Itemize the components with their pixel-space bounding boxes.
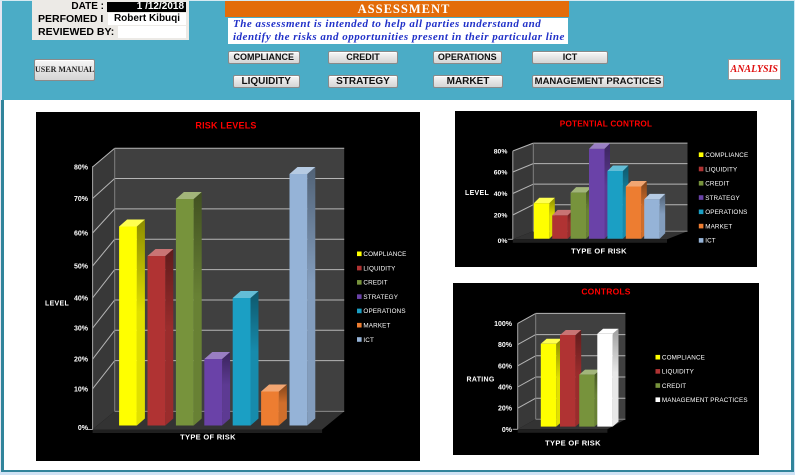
svg-text:0%: 0%: [498, 238, 508, 245]
svg-text:MANAGEMENT PRACTICES: MANAGEMENT PRACTICES: [662, 397, 748, 404]
svg-text:CREDIT: CREDIT: [662, 383, 686, 390]
svg-text:CONTROLS: CONTROLS: [581, 287, 630, 297]
svg-text:60%: 60%: [494, 170, 508, 177]
svg-text:COMPLIANCE: COMPLIANCE: [705, 152, 748, 159]
svg-text:20%: 20%: [498, 406, 513, 413]
svg-text:COMPLIANCE: COMPLIANCE: [363, 251, 406, 258]
svg-text:LEVEL: LEVEL: [465, 190, 489, 197]
svg-text:POTENTIAL CONTROL: POTENTIAL CONTROL: [560, 120, 652, 129]
svg-text:CREDIT: CREDIT: [363, 280, 387, 287]
svg-text:40%: 40%: [74, 295, 89, 302]
svg-text:CREDIT: CREDIT: [705, 181, 729, 188]
svg-text:40%: 40%: [498, 385, 513, 392]
svg-text:STRATEGY: STRATEGY: [705, 195, 740, 202]
svg-text:OPERATIONS: OPERATIONS: [705, 209, 747, 216]
svg-text:TYPE OF RISK: TYPE OF RISK: [545, 439, 601, 448]
svg-text:50%: 50%: [74, 264, 89, 271]
svg-text:80%: 80%: [74, 165, 89, 172]
svg-text:LIQUIDITY: LIQUIDITY: [705, 166, 738, 173]
svg-text:COMPLIANCE: COMPLIANCE: [662, 355, 705, 362]
svg-text:MARKET: MARKET: [705, 223, 732, 230]
svg-text:RISK LEVELS: RISK LEVELS: [195, 121, 256, 131]
svg-text:60%: 60%: [498, 363, 513, 370]
svg-text:30%: 30%: [74, 326, 89, 333]
svg-text:40%: 40%: [494, 191, 508, 198]
svg-text:LIQUIDITY: LIQUIDITY: [363, 265, 396, 272]
svg-text:TYPE OF RISK: TYPE OF RISK: [571, 247, 627, 256]
svg-text:ICT: ICT: [363, 337, 374, 344]
svg-text:20%: 20%: [494, 213, 508, 220]
svg-text:LIQUIDITY: LIQUIDITY: [662, 369, 695, 376]
svg-text:OPERATIONS: OPERATIONS: [363, 308, 405, 315]
svg-text:60%: 60%: [74, 231, 89, 238]
svg-text:ICT: ICT: [705, 238, 716, 245]
svg-text:0%: 0%: [502, 427, 513, 434]
svg-text:MARKET: MARKET: [363, 323, 390, 330]
svg-text:TYPE OF RISK: TYPE OF RISK: [180, 433, 236, 442]
svg-text:80%: 80%: [498, 342, 513, 349]
svg-text:LEVEL: LEVEL: [45, 301, 69, 308]
svg-text:10%: 10%: [74, 386, 89, 393]
svg-text:RATING: RATING: [467, 377, 495, 384]
svg-text:STRATEGY: STRATEGY: [363, 294, 398, 301]
svg-text:20%: 20%: [74, 357, 89, 364]
svg-text:70%: 70%: [74, 196, 89, 203]
svg-text:80%: 80%: [494, 149, 508, 156]
svg-text:0%: 0%: [78, 425, 89, 432]
svg-text:100%: 100%: [494, 321, 513, 328]
